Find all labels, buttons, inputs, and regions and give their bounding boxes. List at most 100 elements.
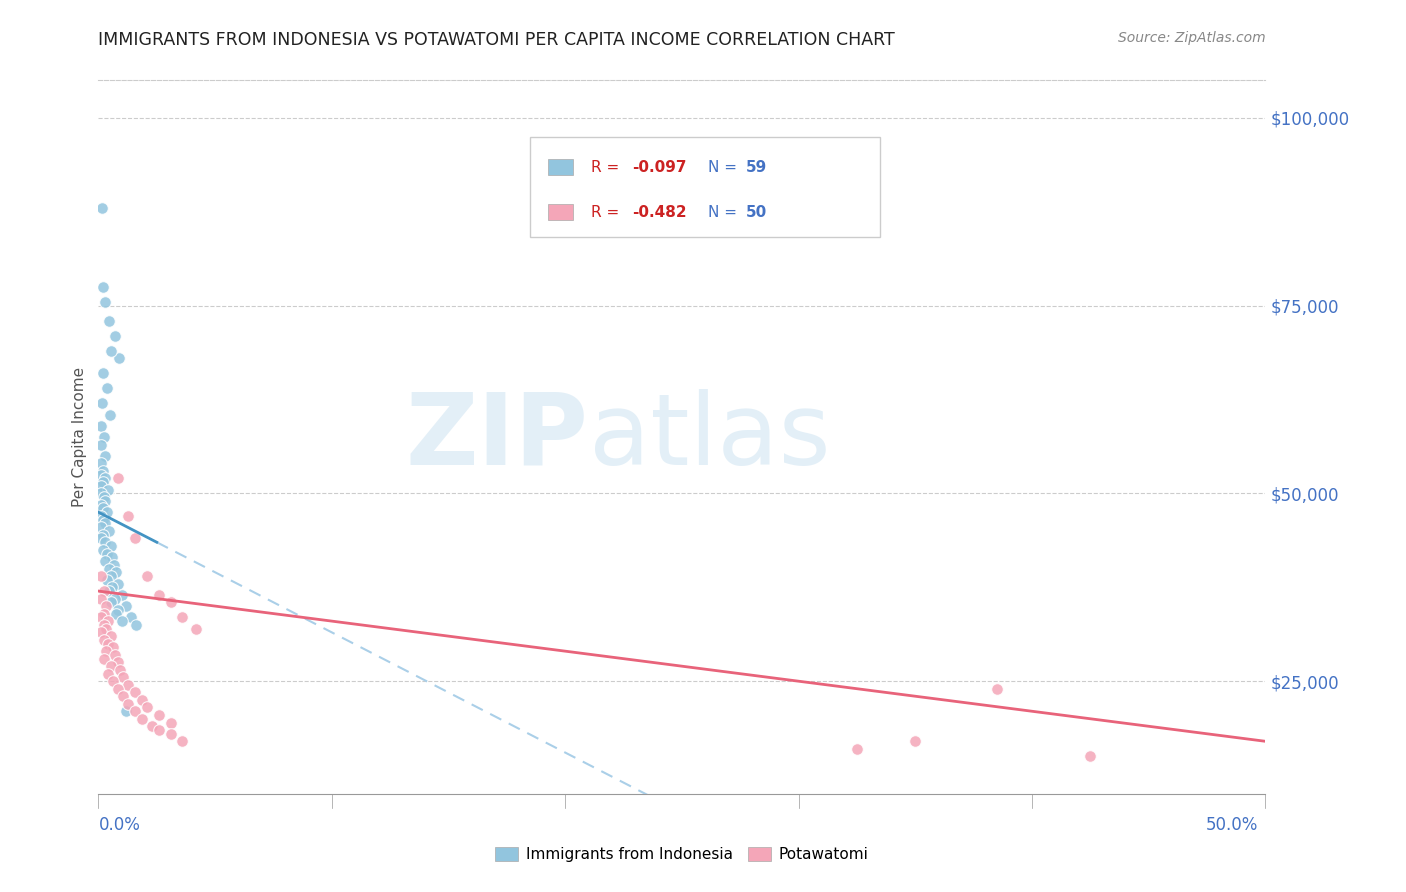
Text: N =: N = xyxy=(707,160,741,175)
Point xyxy=(91,475,114,490)
Legend: Immigrants from Indonesia, Potawatomi: Immigrants from Indonesia, Potawatomi xyxy=(489,841,875,868)
Point xyxy=(120,610,142,624)
Point xyxy=(91,542,114,557)
Point xyxy=(93,584,115,599)
Point xyxy=(111,614,134,628)
Text: atlas: atlas xyxy=(589,389,830,485)
Point xyxy=(108,351,131,366)
Point xyxy=(91,501,114,516)
Point xyxy=(90,532,112,546)
Point xyxy=(90,591,112,606)
Point xyxy=(111,690,134,704)
Point xyxy=(96,573,118,587)
Point xyxy=(124,532,146,546)
Point xyxy=(124,685,146,699)
Point xyxy=(98,408,121,422)
Point xyxy=(93,618,115,632)
Point xyxy=(117,508,139,523)
FancyBboxPatch shape xyxy=(530,137,880,237)
Point xyxy=(115,599,138,613)
Point xyxy=(93,651,115,665)
Point xyxy=(124,704,146,718)
Point xyxy=(91,280,114,294)
Point xyxy=(90,569,112,583)
Point xyxy=(96,505,118,519)
Point xyxy=(111,588,134,602)
Point xyxy=(94,622,117,636)
Point xyxy=(100,343,122,358)
Text: N =: N = xyxy=(707,205,741,219)
Point xyxy=(107,576,129,591)
Point xyxy=(90,418,112,433)
Point xyxy=(107,656,129,670)
Point xyxy=(93,632,115,647)
Point xyxy=(101,674,124,689)
Point xyxy=(94,554,117,568)
Point xyxy=(172,734,194,748)
Point xyxy=(90,520,112,534)
Text: R =: R = xyxy=(591,205,624,219)
Point xyxy=(125,618,148,632)
Text: IMMIGRANTS FROM INDONESIA VS POTAWATOMI PER CAPITA INCOME CORRELATION CHART: IMMIGRANTS FROM INDONESIA VS POTAWATOMI … xyxy=(98,31,896,49)
Point xyxy=(904,734,927,748)
Point xyxy=(90,486,112,500)
Point xyxy=(90,201,112,215)
Point xyxy=(107,471,129,485)
Point xyxy=(94,494,117,508)
Point xyxy=(104,328,127,343)
Point xyxy=(148,723,170,737)
Point xyxy=(94,535,117,549)
Text: -0.097: -0.097 xyxy=(631,160,686,175)
Point xyxy=(97,584,120,599)
Text: Source: ZipAtlas.com: Source: ZipAtlas.com xyxy=(1118,31,1265,45)
Point xyxy=(90,508,112,523)
Text: -0.482: -0.482 xyxy=(631,205,686,219)
Point xyxy=(136,569,159,583)
Point xyxy=(94,294,117,309)
Point xyxy=(94,471,117,485)
Point xyxy=(136,700,159,714)
Point xyxy=(103,558,125,572)
Point xyxy=(100,659,122,673)
Point xyxy=(104,607,127,621)
Point xyxy=(90,437,112,451)
Point xyxy=(90,467,112,482)
Point xyxy=(90,610,112,624)
Point xyxy=(97,524,120,538)
Point xyxy=(93,430,115,444)
Point xyxy=(90,456,112,470)
Point xyxy=(101,640,124,655)
Point xyxy=(97,614,120,628)
Point xyxy=(97,483,120,497)
Point xyxy=(90,396,112,410)
Y-axis label: Per Capita Income: Per Capita Income xyxy=(72,367,87,508)
Point xyxy=(91,527,114,541)
Point xyxy=(94,449,117,463)
Point xyxy=(104,566,127,580)
Point xyxy=(111,670,134,684)
Point xyxy=(846,741,869,756)
Point xyxy=(96,381,118,395)
Point xyxy=(107,681,129,696)
Point xyxy=(97,561,120,575)
Point xyxy=(93,607,115,621)
Point xyxy=(97,666,120,681)
Point xyxy=(91,513,114,527)
Point xyxy=(159,715,181,730)
Point xyxy=(104,591,127,606)
Point xyxy=(117,697,139,711)
Point xyxy=(100,629,122,643)
Point xyxy=(96,547,118,561)
Point xyxy=(94,599,117,613)
Point xyxy=(141,719,163,733)
Point xyxy=(97,637,120,651)
Point xyxy=(90,498,112,512)
Point xyxy=(93,490,115,504)
Point xyxy=(1080,749,1102,764)
Point xyxy=(159,595,181,609)
Point xyxy=(100,539,122,553)
FancyBboxPatch shape xyxy=(548,204,574,220)
Point xyxy=(986,681,1008,696)
Point xyxy=(91,366,114,380)
Point xyxy=(117,678,139,692)
